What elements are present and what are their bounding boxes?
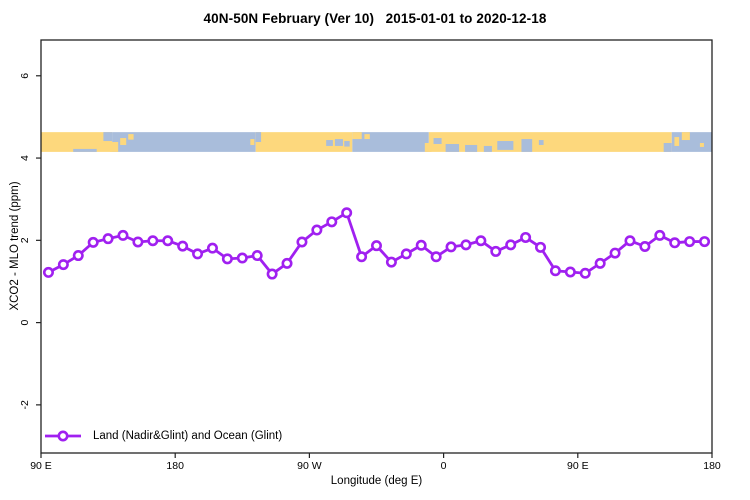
map-band-segment bbox=[41, 132, 113, 152]
data-point bbox=[296, 236, 308, 248]
map-band-detail bbox=[699, 143, 704, 147]
map-band-detail bbox=[424, 143, 432, 152]
x-tick-label: 90 W bbox=[297, 460, 322, 472]
data-point bbox=[311, 224, 323, 236]
data-point bbox=[699, 236, 711, 248]
map-band-detail bbox=[255, 132, 262, 143]
map-band-detail bbox=[73, 148, 97, 152]
data-point bbox=[42, 266, 54, 278]
data-point bbox=[445, 241, 457, 253]
x-tick-label: 180 bbox=[166, 460, 184, 472]
map-band-segment bbox=[112, 132, 256, 152]
map-band-detail bbox=[344, 141, 350, 147]
data-point bbox=[564, 266, 576, 278]
data-point bbox=[192, 248, 204, 260]
map-band-detail bbox=[674, 137, 680, 146]
map-band-detail bbox=[433, 138, 442, 144]
data-point bbox=[147, 235, 159, 247]
data-point bbox=[400, 248, 412, 260]
data-point bbox=[415, 239, 427, 251]
plot-border bbox=[40, 39, 713, 454]
y-tick-label: -2 bbox=[19, 400, 31, 409]
map-band-detail bbox=[120, 138, 127, 145]
data-point bbox=[535, 241, 547, 253]
data-point bbox=[505, 239, 517, 251]
map-band-detail bbox=[521, 139, 533, 152]
y-tick-label: 2 bbox=[19, 237, 31, 243]
data-point bbox=[609, 247, 621, 259]
data-point bbox=[72, 250, 84, 262]
data-point bbox=[370, 240, 382, 252]
data-point bbox=[624, 235, 636, 247]
data-point bbox=[385, 256, 397, 268]
map-band-segment bbox=[255, 132, 353, 152]
legend-line-marker-icon bbox=[45, 430, 81, 442]
data-point bbox=[684, 236, 696, 248]
data-point bbox=[162, 235, 174, 247]
data-point bbox=[251, 250, 263, 262]
y-axis-label: XCO2 - MLO trend (ppm) bbox=[9, 181, 21, 311]
data-point bbox=[549, 265, 561, 277]
data-point bbox=[57, 259, 69, 271]
x-tick-label: 180 bbox=[703, 460, 721, 472]
data-point bbox=[430, 251, 442, 263]
x-tick-label: 0 bbox=[441, 460, 447, 472]
data-point bbox=[460, 239, 472, 251]
y-tick-label: 0 bbox=[19, 320, 31, 326]
y-tick-label: 6 bbox=[19, 73, 31, 79]
map-band-detail bbox=[483, 145, 492, 152]
map-band-detail bbox=[250, 139, 255, 145]
map-band-detail bbox=[364, 134, 370, 140]
data-point bbox=[326, 216, 338, 228]
data-point bbox=[236, 252, 248, 264]
chart-title: 40N-50N February (Ver 10) 2015-01-01 to … bbox=[203, 11, 547, 26]
legend-label: Land (Nadir&Glint) and Ocean (Glint) bbox=[93, 430, 283, 442]
map-band-segment bbox=[352, 132, 429, 152]
data-point bbox=[221, 253, 233, 265]
data-point bbox=[281, 257, 293, 269]
map-band-detail bbox=[103, 132, 113, 142]
data-point bbox=[475, 235, 487, 247]
y-tick-label: 4 bbox=[19, 155, 31, 161]
map-band-detail bbox=[445, 143, 460, 152]
data-point bbox=[117, 229, 129, 241]
data-point bbox=[579, 267, 591, 279]
x-tick-label: 90 E bbox=[30, 460, 52, 472]
legend: Land (Nadir&Glint) and Ocean (Glint) bbox=[44, 429, 282, 443]
data-point bbox=[206, 242, 218, 254]
map-band-detail bbox=[352, 132, 362, 140]
data-point bbox=[266, 268, 278, 280]
data-point bbox=[177, 240, 189, 252]
map-band-detail bbox=[538, 140, 544, 145]
map-band-detail bbox=[497, 141, 514, 150]
data-point bbox=[490, 245, 502, 257]
x-axis-label: Longitude (deg E) bbox=[330, 475, 423, 487]
data-point bbox=[341, 207, 353, 219]
data-point bbox=[356, 251, 368, 263]
map-band-detail bbox=[334, 139, 343, 146]
map-band-detail bbox=[663, 143, 672, 152]
map-band-detail bbox=[128, 134, 134, 140]
data-point bbox=[594, 257, 606, 269]
x-tick-label: 90 E bbox=[567, 460, 589, 472]
map-band-detail bbox=[681, 132, 690, 141]
data-point bbox=[639, 241, 651, 253]
data-point bbox=[520, 231, 532, 243]
map-band-detail bbox=[326, 140, 333, 146]
data-point bbox=[132, 236, 144, 248]
data-point bbox=[654, 229, 666, 241]
data-point bbox=[87, 236, 99, 248]
data-point bbox=[102, 233, 114, 245]
data-point bbox=[669, 237, 681, 249]
map-band-detail bbox=[110, 142, 119, 152]
map-band-detail bbox=[465, 144, 478, 152]
